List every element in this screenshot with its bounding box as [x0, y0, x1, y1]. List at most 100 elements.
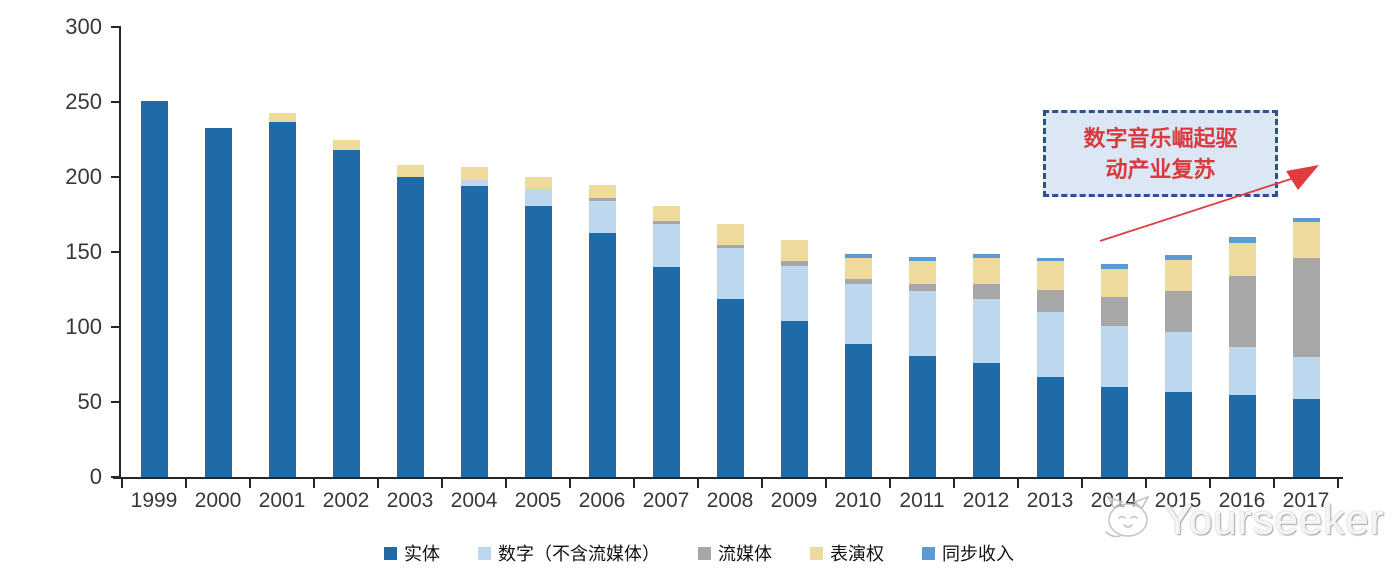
bar-segment [908, 355, 936, 477]
watermark-text: Yourseeker [1164, 496, 1385, 543]
bar-segment [716, 247, 744, 299]
x-tick [441, 479, 443, 488]
bar-segment [716, 298, 744, 477]
legend-label: 流媒体 [718, 544, 772, 564]
bar-segment [588, 184, 616, 198]
bar-segment [972, 363, 1000, 477]
bar-segment [204, 127, 232, 477]
bar-segment [524, 177, 552, 189]
bar-segment [460, 186, 488, 477]
y-tick-label: 200 [65, 164, 102, 189]
x-tick [249, 479, 251, 488]
x-tick-label: 2003 [386, 489, 434, 512]
legend-item: 同步收入 [922, 540, 1014, 566]
y-tick [111, 326, 120, 328]
bar-segment [1292, 399, 1320, 477]
bar-segment [1036, 376, 1064, 477]
x-tick-label: 2000 [194, 489, 242, 512]
x-tick-label: 2002 [322, 489, 370, 512]
bar-segment [1228, 346, 1256, 395]
x-tick-label: 2015 [1154, 489, 1202, 512]
y-tick-label: 300 [65, 14, 102, 39]
x-tick-label: 2011 [899, 489, 945, 512]
bar-segment [844, 283, 872, 344]
annotation-text-line1: 数字音乐崛起驱 [1083, 125, 1238, 151]
bar-segment [908, 256, 936, 261]
bar-segment [844, 258, 872, 279]
bar-segment [972, 283, 1000, 299]
x-tick [505, 479, 507, 488]
bar-segment [780, 321, 808, 477]
x-tick-label: 2001 [258, 489, 306, 512]
y-tick [111, 101, 120, 103]
annotation-text-line2: 动产业复苏 [1105, 156, 1216, 182]
watermark: Yourseeker [1098, 494, 1385, 546]
bar-segment [332, 139, 360, 150]
y-tick-label: 50 [77, 389, 102, 414]
x-tick [953, 479, 955, 488]
x-tick [1081, 479, 1083, 488]
x-tick [633, 479, 635, 488]
legend-swatch-icon [384, 546, 397, 560]
x-axis-line [113, 477, 1343, 479]
bar-segment [1100, 325, 1128, 387]
bar-segment [1292, 217, 1320, 222]
x-tick [1209, 479, 1211, 488]
bar-segment [268, 112, 296, 122]
legend-swatch-icon [922, 546, 935, 560]
cat-face-icon [1105, 495, 1150, 538]
bar-segment [1292, 222, 1320, 258]
x-tick [569, 479, 571, 488]
x-tick [1273, 479, 1275, 488]
x-tick-label: 2006 [578, 489, 626, 512]
bar-segment [588, 198, 616, 201]
bar-segment [652, 205, 680, 221]
x-tick [313, 479, 315, 488]
legend-label: 表演权 [830, 544, 884, 564]
x-tick-label: 2012 [962, 489, 1010, 512]
bar-segment [588, 232, 616, 477]
bar-segment [652, 267, 680, 477]
annotation-callout-box: 数字音乐崛起驱 动产业复苏 [1043, 110, 1278, 197]
y-tick [111, 476, 120, 478]
bar-segment [652, 223, 680, 267]
y-tick-label: 100 [65, 314, 102, 339]
x-tick-label: 2009 [770, 489, 818, 512]
bar-segment [716, 244, 744, 248]
bar-segment [972, 298, 1000, 363]
bar-segment [1164, 331, 1192, 392]
x-tick [761, 479, 763, 488]
legend-swatch-icon [698, 546, 711, 560]
bar-segment [1164, 391, 1192, 477]
bar-segment [908, 261, 936, 284]
bar-segment [1228, 243, 1256, 276]
x-tick [185, 479, 187, 488]
legend-item: 数字（不含流媒体） [478, 540, 660, 566]
bar-segment [780, 240, 808, 261]
bar-segment [1100, 268, 1128, 297]
x-tick-label: 2013 [1026, 489, 1074, 512]
y-tick [111, 401, 120, 403]
x-tick [1017, 479, 1019, 488]
y-tick [111, 176, 120, 178]
x-tick-label: 2004 [450, 489, 498, 512]
y-tick [111, 26, 120, 28]
bar-segment [716, 223, 744, 245]
x-tick [825, 479, 827, 488]
legend-item: 表演权 [810, 540, 884, 566]
bar-segment [396, 177, 424, 477]
bar-segment [1228, 394, 1256, 477]
legend-item: 流媒体 [698, 540, 772, 566]
bar-segment [1228, 276, 1256, 347]
bar-segment [652, 220, 680, 224]
bar-segment [908, 291, 936, 356]
x-tick-label: 2016 [1218, 489, 1266, 512]
bar-segment [1100, 264, 1128, 269]
bar-segment [332, 150, 360, 477]
bar-segment [460, 166, 488, 180]
x-tick-label: 2007 [642, 489, 690, 512]
y-tick-label: 150 [65, 239, 102, 264]
x-tick [377, 479, 379, 488]
bar-segment [1036, 258, 1064, 261]
